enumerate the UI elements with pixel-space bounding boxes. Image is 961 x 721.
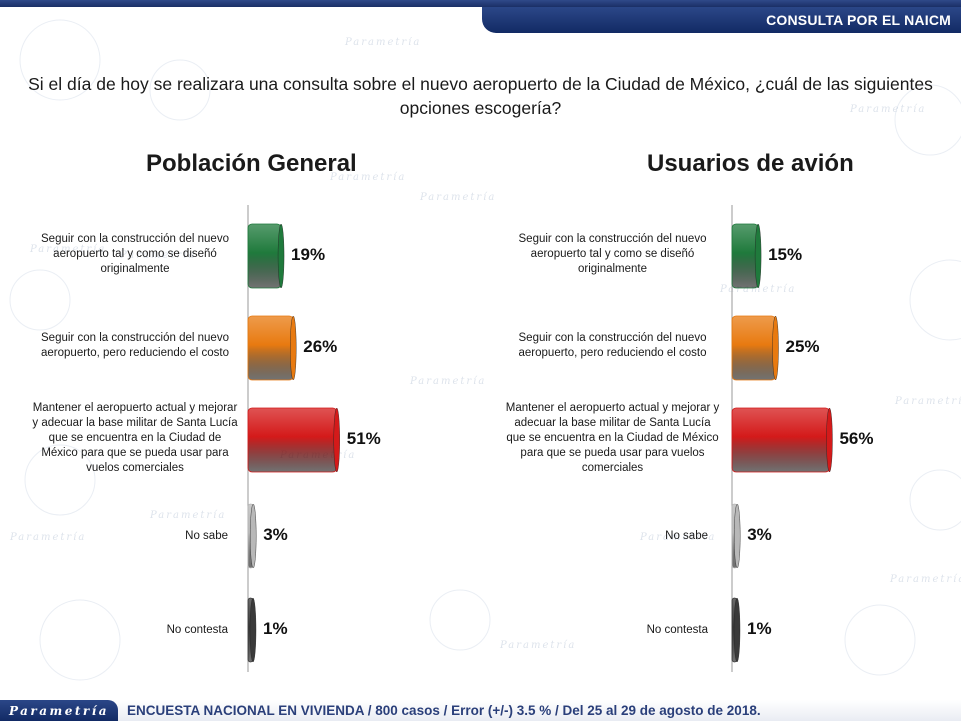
value-label: 3% (263, 525, 288, 544)
watermark-text: Parametría (149, 510, 226, 521)
bar-cap-3 (826, 407, 833, 473)
watermark-circle (909, 469, 961, 531)
watermark-text: Parametría (889, 574, 961, 585)
footer-logo: Parametría (0, 700, 118, 721)
value-label: 1% (747, 619, 772, 638)
bar-1 (731, 223, 759, 289)
bar-2 (731, 315, 776, 381)
chart-title-usuarios-de-avion: Usuarios de avión (647, 150, 854, 177)
bar-cap-4 (250, 503, 257, 569)
header-banner: CONSULTA POR EL NAICM (482, 7, 961, 33)
watermark-text: Parametría (419, 192, 496, 203)
chart-title-poblacion-general: Población General (146, 150, 357, 177)
watermark-text: Parametría (639, 532, 716, 543)
value-label: 19% (291, 245, 326, 264)
category-label: Seguir con la construcción del nuevo aer… (518, 332, 707, 359)
bar-cap-5 (249, 597, 257, 663)
category-label: No sabe (185, 529, 228, 542)
value-label: 15% (768, 245, 803, 264)
value-label: 56% (839, 429, 874, 448)
watermark-circle (149, 59, 211, 121)
category-label: No sabe (665, 529, 708, 542)
bar-cap-2 (290, 315, 297, 381)
footer-logo-text: Parametría (8, 703, 110, 718)
watermark-text: Parametría (719, 284, 796, 295)
category-label: No contesta (166, 623, 228, 636)
watermark-circle (844, 604, 916, 676)
value-label: 51% (346, 429, 381, 448)
footer-bar (0, 700, 961, 721)
watermark-text: Parametría (119, 250, 196, 261)
category-label: Mantener el aeropuerto actual y mejorar … (32, 401, 238, 474)
watermark-text: Parametría (409, 376, 486, 387)
category-label: Mantener el aeropuerto actual y mejorar … (505, 401, 720, 474)
watermark-circle (9, 269, 71, 331)
watermark-circle (19, 19, 101, 101)
category-label: No contesta (646, 623, 708, 636)
bar-1 (247, 223, 282, 289)
watermark-circle (429, 589, 491, 651)
category-label: Seguir con la construcción del nuevo aer… (41, 232, 229, 275)
watermark-circle (909, 259, 961, 341)
bar-cap-2 (772, 315, 779, 381)
watermark-text: Parametría (499, 640, 576, 651)
watermark-circle (894, 84, 961, 156)
watermark-text: Parametría (9, 532, 86, 543)
survey-question: Si el día de hoy se realizara una consul… (28, 74, 933, 118)
category-label: Seguir con la construcción del nuevo aer… (518, 232, 707, 275)
bar-cap-3 (333, 407, 340, 473)
top-band (0, 0, 961, 7)
footer-note: ENCUESTA NACIONAL EN VIVIENDA / 800 caso… (127, 703, 761, 718)
bar-cap-5 (733, 597, 741, 663)
watermark-text: Parametría (849, 104, 926, 115)
banner-title: CONSULTA POR EL NAICM (766, 12, 951, 28)
value-label: 1% (263, 619, 288, 638)
bar-2 (247, 315, 294, 381)
value-label: 26% (303, 337, 338, 356)
watermark-circle (39, 599, 121, 681)
watermark-text: Parametría (329, 172, 406, 183)
watermark-circle (24, 444, 96, 516)
bar-3 (247, 407, 338, 473)
bar-cap-1 (754, 223, 762, 289)
category-label: Seguir con la construcción del nuevo aer… (41, 332, 229, 359)
watermark-text: Parametría (894, 396, 961, 407)
value-label: 25% (785, 337, 820, 356)
watermark-text: Parametría (344, 37, 421, 48)
bar-cap-1 (277, 223, 285, 289)
watermark-text: Parametría (29, 244, 106, 255)
bar-3 (731, 407, 830, 473)
value-label: 3% (747, 525, 772, 544)
bar-cap-4 (734, 503, 741, 569)
